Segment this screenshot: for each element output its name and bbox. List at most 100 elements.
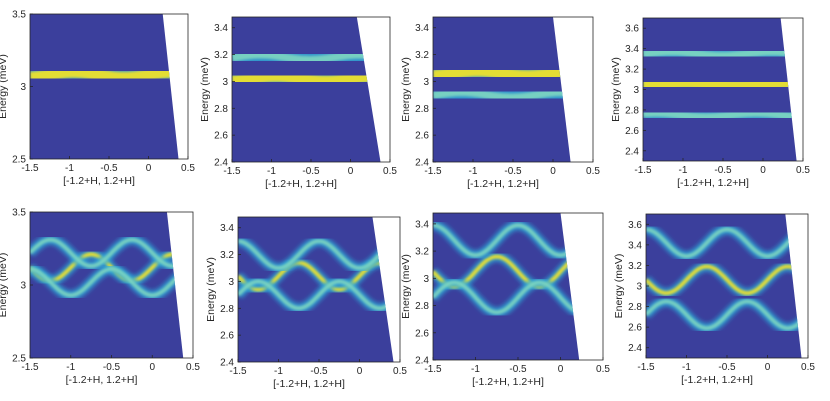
- x-tick-label: 0: [765, 362, 771, 373]
- chart-panel-8: -1.5 -1 -0.5 0 0.5 2.4 2.6 2.8 3 3.2 3.4 3.6 [-1.2+H…: [613, 213, 815, 386]
- chart-panel-4: -1.5 -1 -0.5 0 0.5 2.4 2.6 2.8 3 3.2 3.4 3.6 [-1.2+H…: [610, 17, 810, 189]
- y-tick-label: 3.2: [415, 50, 429, 61]
- band-core: [232, 70, 381, 88]
- x-tick-label: -0.5: [302, 166, 320, 177]
- x-tick-label: 0: [760, 165, 766, 176]
- x-tick-label: 0: [149, 362, 155, 373]
- y-tick-label: 3.4: [220, 223, 234, 234]
- x-tick-label: 0: [348, 166, 354, 177]
- y-tick-label: 3.4: [628, 240, 642, 251]
- y-tick-label: 3.2: [625, 65, 639, 76]
- x-tick-label: -0.5: [100, 163, 118, 174]
- x-tick-label: -1: [267, 166, 276, 177]
- y-tick-label: 2.4: [625, 146, 639, 157]
- y-tick-label: 2.6: [625, 126, 639, 137]
- y-tick-label: 2.8: [220, 304, 234, 315]
- heatmap-region: [30, 212, 184, 358]
- x-tick-label: 0.5: [801, 362, 815, 373]
- y-tick-label: 3.5: [12, 208, 26, 219]
- y-tick-label: 2.4: [220, 358, 234, 369]
- x-tick-label: 0: [558, 364, 564, 375]
- y-axis-label: Energy (meV): [0, 253, 9, 318]
- x-tick-label: 0: [146, 163, 152, 174]
- x-tick-label: -0.5: [509, 364, 527, 375]
- band-core: [30, 237, 184, 269]
- x-tick-label: -1.5: [637, 362, 655, 373]
- heatmap-region: [646, 214, 802, 358]
- x-tick-label: -1.5: [634, 165, 652, 176]
- y-tick-label: 3.4: [415, 219, 429, 230]
- x-axis-label: [-1.2+H, 1.2+H]: [66, 374, 138, 386]
- chart-panel-1: -1.5 -1 -0.5 0 0.5 2.5 3 3.5 [-1.2+H, 1.2+H] Ener…: [0, 10, 195, 188]
- x-tick-label: -1: [679, 165, 688, 176]
- band-core: [646, 299, 802, 331]
- x-tick-label: 0.5: [383, 166, 397, 177]
- y-tick-label: 2.4: [214, 158, 228, 169]
- y-tick-label: 3.6: [625, 24, 639, 35]
- x-tick-label: -0.5: [504, 166, 522, 177]
- y-tick-label: 3: [423, 274, 429, 285]
- y-tick-label: 3: [633, 85, 639, 96]
- heatmap-region: [30, 14, 179, 159]
- y-tick-label: 2.6: [628, 323, 642, 334]
- y-tick-label: 3: [423, 77, 429, 88]
- y-axis-label: Energy (meV): [400, 57, 412, 122]
- y-tick-label: 2.5: [12, 354, 26, 365]
- y-tick-label: 3.4: [625, 44, 639, 55]
- chart-panel-6: -1.5 -1 -0.5 0 0.5 2.4 2.6 2.8 3 3.2 3.4 [-1.2+H, 1…: [205, 216, 407, 390]
- x-axis-label: [-1.2+H, 1.2+H]: [472, 376, 544, 388]
- x-tick-label: -1: [469, 166, 478, 177]
- y-tick-label: 3.2: [628, 261, 642, 272]
- y-tick-label: 2.6: [415, 328, 429, 339]
- y-axis-label: Energy (meV): [400, 254, 412, 319]
- x-axis-label: [-1.2+H, 1.2+H]: [681, 374, 753, 386]
- band-core: [646, 264, 802, 296]
- x-tick-label: 0.5: [393, 366, 407, 377]
- band-core: [238, 239, 394, 271]
- band-core: [30, 266, 184, 298]
- x-axis-label: [-1.2+H, 1.2+H]: [467, 178, 539, 190]
- x-tick-label: -1.5: [21, 163, 39, 174]
- y-tick-label: 3.2: [220, 250, 234, 261]
- chart-panel-7: -1.5 -1 -0.5 0 0.5 2.4 2.6 2.8 3 3.2 3.4 [-1.2+H, 1…: [400, 212, 610, 388]
- chart-panel-5: -1.5 -1 -0.5 0 0.5 2.5 3 3.5 [-1.2+H, 1.2+H] Ener…: [0, 208, 200, 387]
- band-core: [30, 66, 179, 84]
- band-core: [643, 76, 797, 93]
- y-tick-label: 2.4: [628, 343, 642, 354]
- x-tick-label: -1.5: [223, 166, 241, 177]
- x-tick-label: -1: [65, 163, 74, 174]
- x-axis-label: [-1.2+H, 1.2+H]: [265, 178, 337, 190]
- y-tick-label: 2.6: [214, 131, 228, 142]
- x-tick-label: -1.5: [229, 366, 247, 377]
- x-tick-label: -0.5: [103, 362, 121, 373]
- x-tick-label: -1: [682, 362, 691, 373]
- y-axis-label: Energy (meV): [199, 57, 211, 122]
- y-tick-label: 2.6: [220, 331, 234, 342]
- y-axis-label: Energy (meV): [0, 54, 9, 119]
- band-core: [643, 47, 797, 60]
- band-core: [238, 279, 394, 311]
- x-tick-label: -1: [66, 362, 75, 373]
- x-axis-label: [-1.2+H, 1.2+H]: [273, 378, 345, 390]
- band-core: [646, 227, 802, 259]
- y-tick-label: 2.4: [415, 158, 429, 169]
- x-tick-label: 0: [550, 166, 556, 177]
- y-tick-label: 3.4: [415, 23, 429, 34]
- y-tick-label: 2.8: [625, 105, 639, 116]
- x-tick-label: -1.5: [424, 364, 442, 375]
- y-tick-label: 2.6: [415, 131, 429, 142]
- x-tick-label: 0.5: [586, 166, 600, 177]
- y-axis-label: Energy (meV): [205, 257, 217, 322]
- x-tick-label: 0.5: [181, 163, 195, 174]
- heatmap-region: [643, 18, 797, 161]
- y-tick-label: 2.8: [214, 104, 228, 115]
- y-tick-label: 3: [20, 281, 26, 292]
- y-tick-label: 2.8: [415, 104, 429, 115]
- y-tick-label: 3: [222, 77, 228, 88]
- x-tick-label: -1: [274, 366, 283, 377]
- band-core: [643, 109, 797, 122]
- x-axis-label: [-1.2+H, 1.2+H]: [63, 175, 135, 187]
- y-tick-label: 3: [636, 282, 642, 293]
- x-tick-label: -1.5: [424, 166, 442, 177]
